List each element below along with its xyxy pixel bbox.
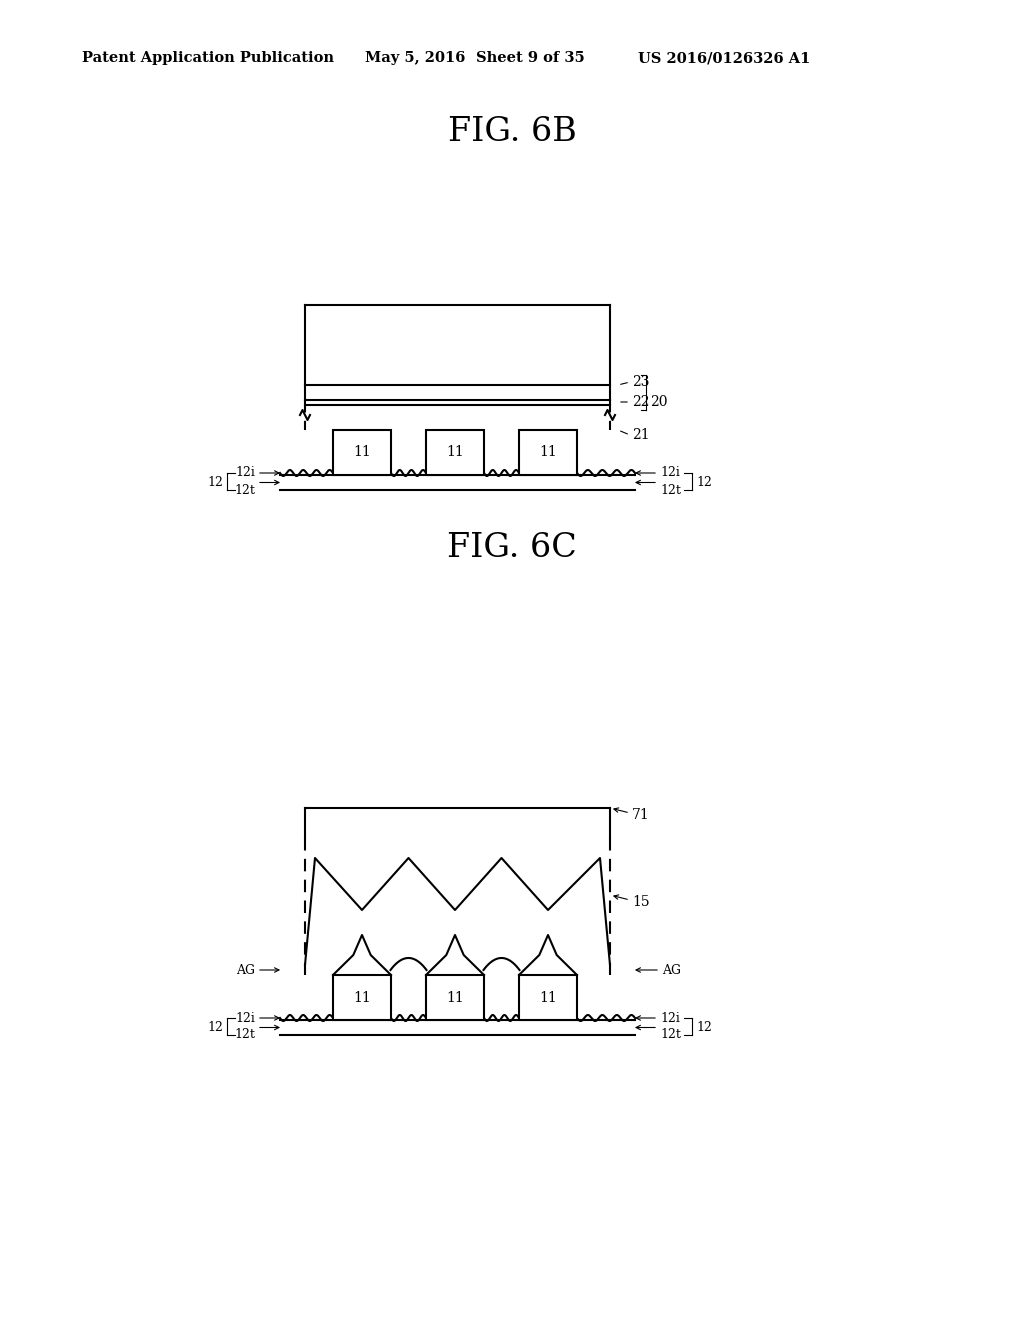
Text: Patent Application Publication: Patent Application Publication [82,51,334,65]
Text: 12t: 12t [234,483,255,496]
Text: FIG. 6C: FIG. 6C [447,532,577,564]
Text: 12i: 12i [236,466,255,479]
Text: 22: 22 [632,395,649,409]
Text: 21: 21 [632,428,649,442]
Text: 12t: 12t [660,483,681,496]
Text: 11: 11 [353,990,371,1005]
Text: Sheet 9 of 35: Sheet 9 of 35 [476,51,585,65]
Text: May 5, 2016: May 5, 2016 [365,51,465,65]
Bar [519,975,577,1020]
Text: 11: 11 [446,446,464,459]
Text: 12t: 12t [234,1028,255,1041]
Text: 12: 12 [207,1020,223,1034]
Text: FIG. 6B: FIG. 6B [447,116,577,148]
Text: 11: 11 [446,990,464,1005]
Bar [333,975,391,1020]
Bar [333,430,391,475]
Text: 20: 20 [650,395,668,409]
Text: 12t: 12t [660,1028,681,1041]
Text: AG: AG [662,964,681,977]
Text: 11: 11 [539,446,557,459]
Text: 12i: 12i [660,1011,680,1024]
Text: 12: 12 [696,1020,712,1034]
Text: AG: AG [236,964,255,977]
Text: 11: 11 [539,990,557,1005]
Text: 12: 12 [696,477,712,488]
Text: 12: 12 [207,477,223,488]
Text: 11: 11 [353,446,371,459]
Text: 23: 23 [632,375,649,389]
Bar [519,430,577,475]
Text: 15: 15 [632,895,649,909]
Text: US 2016/0126326 A1: US 2016/0126326 A1 [638,51,810,65]
Text: 71: 71 [632,808,650,822]
Bar [426,430,484,475]
Bar [426,975,484,1020]
Text: 12i: 12i [660,466,680,479]
Text: 12i: 12i [236,1011,255,1024]
